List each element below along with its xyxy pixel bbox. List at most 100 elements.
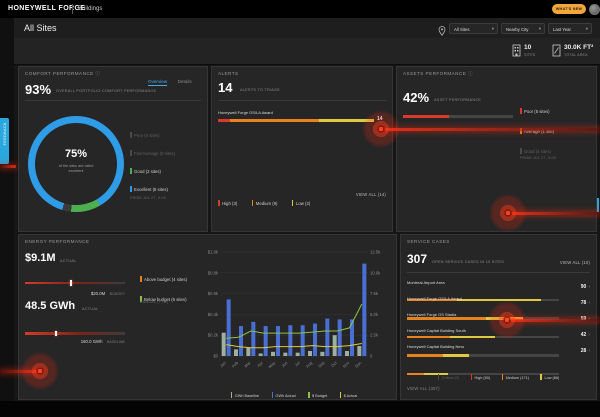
svg-text:Apr: Apr [256,360,264,368]
divider [407,272,590,273]
assets-progress-bar [403,115,513,118]
sites-stat-icon [512,44,521,62]
tab-details[interactable]: Details [178,79,192,84]
service-row-value[interactable]: 59› [564,316,590,322]
assets-legend-item: Poor (5 sites) [520,100,550,118]
svg-text:5.0k: 5.0k [370,312,379,317]
sites-count: 10 [524,44,531,51]
svg-text:$1.0k: $1.0k [208,250,219,255]
chevron-right-icon: › [588,348,590,354]
site-filter-dropdown[interactable]: All Sites ▾ [449,23,498,34]
group-filter-dropdown[interactable]: Nearby City ▾ [501,23,545,34]
service-view-all-bottom-link[interactable]: VIEW ALL (307) [407,386,440,391]
service-row-bar [407,354,559,357]
legend-tick [130,186,132,192]
alerts-view-all-link[interactable]: VIEW ALL (14) [338,192,386,197]
energy-consumption-value-label: ACTUAL [82,307,98,311]
tab-overview[interactable]: Overview [148,79,167,86]
svg-text:10.0k: 10.0k [370,270,381,275]
svg-text:$0.6k: $0.6k [208,291,219,296]
svg-text:Jan: Jan [219,360,227,368]
service-legend: Critical (0) High (50) Medium (171) Low … [407,366,590,384]
comfort-view-toggle: Overview Details [148,70,192,88]
comfort-panel-title: COMFORT PERFORMANCE ⓘ [25,71,100,77]
service-kpi-label: OPEN SERVICE CASES IN 10 SITES [432,260,504,264]
whats-new-button[interactable]: WHAT'S NEW [552,4,586,14]
area-label: TOTAL AREA [564,53,588,57]
sites-count-label: SITES [524,53,535,57]
energy-chart-legend: GWh Baseline GWh Actual $ Budget $ Actua… [196,384,392,402]
energy-panel-title: ENERGY PERFORMANCE [25,239,89,244]
svg-text:$0.4k: $0.4k [208,312,219,317]
energy-cost-target: $20.0M BUDGET [25,282,125,300]
comfort-kpi-label: OVERALL PORTFOLIO COMFORT PERFORMANCE [56,89,156,93]
svg-text:Nov: Nov [342,360,351,369]
legend-tick [252,200,254,206]
alerts-row-label[interactable]: Honeywell Forge OS/LA Award [218,110,273,115]
svg-text:Jun: Jun [280,360,288,368]
assets-kpi-label: ASSET PERFORMANCE [434,98,481,102]
feedback-label: FEEDBACK [3,122,7,145]
svg-text:$0.8k: $0.8k [208,270,219,275]
assets-progress-fill [403,115,449,118]
service-row-value[interactable]: 90› [564,284,590,290]
alerts-legend: High (3) Medium (9) Low (2) [218,192,310,210]
product-name: Buildings [78,6,102,12]
legend-tick [520,108,522,114]
legend-tick [272,392,274,398]
legend-tick [438,374,440,380]
assets-kpi-value: 42% [403,90,429,105]
energy-combo-chart: $1.0k 12.5k $0.8k 10.0k $0.6k 7.5k $0.4k 5.0k $0… [196,246,392,386]
svg-text:Dec: Dec [354,360,363,369]
site-filter-value: All Sites [454,27,470,32]
service-row-label[interactable]: Honeywell Forge OS/LA Award [407,296,462,301]
chevron-right-icon: › [588,284,590,290]
svg-text:Sep: Sep [317,360,326,369]
comfort-legend-item: Excellent (8 sites) [130,178,168,196]
assets-panel-title: ASSETS PERFORMANCE ⓘ [403,71,473,77]
legend-tick [130,132,132,138]
avatar[interactable] [589,4,600,15]
comfort-legend-item: Poor (0 sites) [130,124,160,142]
service-row-label[interactable]: Honeywell Capital Building South [407,328,466,333]
alerts-stacked-bar [218,119,374,122]
alerts-kpi-label: ALERTS TO TRIAGE [240,88,280,92]
legend-tick [520,148,522,154]
info-icon[interactable]: ⓘ [95,71,100,76]
assets-timestamp: FROM JUL 27, 0:00 [520,156,556,160]
comfort-donut-chart: 75% of the sites are rated excellent [28,116,124,212]
comfort-legend-item: Fair/Average (0 sites) [130,142,175,160]
info-icon[interactable]: ⓘ [468,71,473,76]
legend-tick [471,374,473,380]
energy-cost-value-label: ACTUAL [60,259,76,263]
chevron-right-icon: › [588,300,590,306]
scrollbar-thumb[interactable] [597,198,599,212]
chevron-right-icon: › [588,316,590,322]
chevron-down-icon: ▾ [586,26,588,32]
energy-period-label: ANNUAL (YTD) [140,300,168,304]
service-row-bar [407,317,559,320]
group-filter-value: Nearby City [506,27,528,32]
brand-divider [72,4,73,14]
svg-text:7.5k: 7.5k [370,291,379,296]
svg-text:0: 0 [370,354,373,359]
service-row-value[interactable]: 28› [564,348,590,354]
sidebar [0,18,14,401]
service-row-label[interactable]: Honeywell Forge OS Stadia [407,312,456,317]
energy-consumption-value: 48.5 GWh [25,300,75,312]
time-filter-dropdown[interactable]: Last Year ▾ [548,23,592,34]
service-view-all-top-link[interactable]: VIEW ALL (10) [540,260,590,265]
dashboard: HONEYWELL FORGE Buildings WHAT'S NEW ⌂ ▤… [0,0,600,417]
service-row-value[interactable]: 78› [564,300,590,306]
feedback-tab[interactable]: FEEDBACK [0,118,9,164]
service-row-label[interactable]: Honeywell Capital Building Nero [407,344,464,349]
svg-text:Jul: Jul [294,360,301,367]
service-row-value[interactable]: 42› [564,332,590,338]
energy-legend-item: Above budget (4 sites) [140,268,187,286]
svg-text:$0.2k: $0.2k [208,333,219,338]
svg-text:12.5k: 12.5k [370,250,381,255]
bottom-bezel [0,401,600,417]
service-row-label[interactable]: Montreal Airport Area [407,280,445,285]
legend-tick [218,200,220,206]
service-row-bar [407,336,559,339]
